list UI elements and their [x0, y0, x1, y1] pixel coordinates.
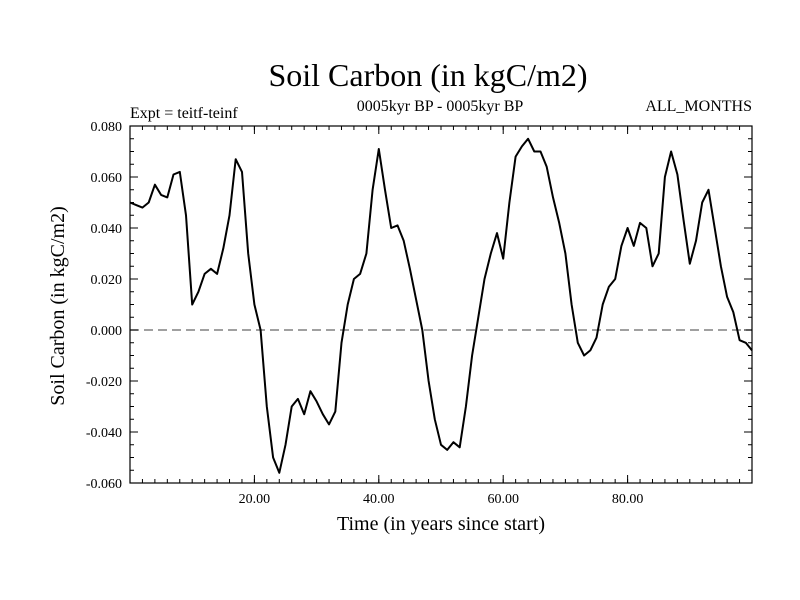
plot-frame [129, 125, 753, 484]
y-axis-label: Soil Carbon (in kgC/m2) [47, 206, 69, 405]
y-tick-label: -0.040 [86, 426, 122, 441]
plot-area: -0.060 -0.040 -0.020 0.000 0.020 0.040 0.060 0.… [86, 120, 753, 507]
x-tick-label: 80.00 [612, 492, 644, 507]
y-tick-label: 0.000 [91, 324, 123, 339]
series-line-0 [129, 137, 753, 474]
y-tick-label: 0.020 [91, 273, 123, 288]
chart-title: Soil Carbon (in kgC/m2) [268, 57, 587, 93]
y-tick-label: 0.040 [91, 222, 123, 237]
x-tick-label: 40.00 [363, 492, 395, 507]
months-label: ALL_MONTHS [645, 98, 752, 115]
x-tick-label: 60.00 [487, 492, 519, 507]
chart-subtitle: 0005kyr BP - 0005kyr BP [357, 98, 524, 115]
y-tick-label: 0.080 [91, 120, 123, 135]
y-tick-label: 0.060 [91, 171, 123, 186]
x-tick-label: 20.00 [239, 492, 271, 507]
y-tick-label: -0.020 [86, 375, 122, 390]
x-axis-label: Time (in years since start) [337, 513, 545, 535]
y-tick-label: -0.060 [86, 477, 122, 492]
experiment-label: Expt = teitf-teinf [130, 105, 238, 122]
